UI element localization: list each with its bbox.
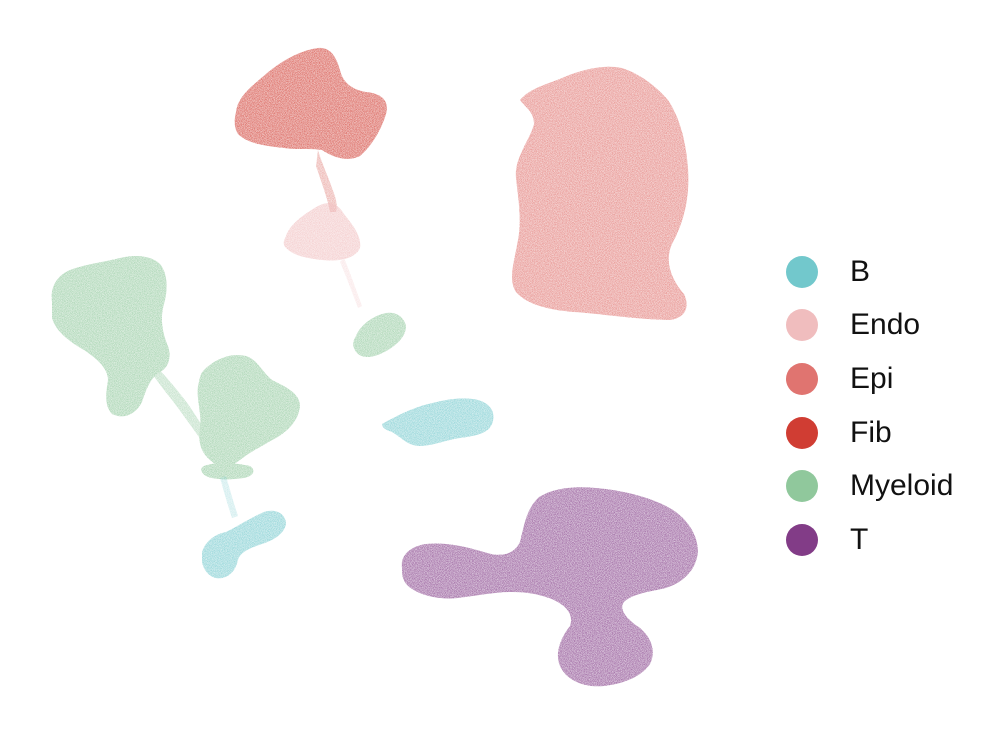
legend-swatch-epi bbox=[786, 362, 818, 395]
cluster-t bbox=[401, 487, 698, 687]
legend-swatch-fib bbox=[786, 416, 818, 449]
legend-label-b: B bbox=[850, 254, 871, 288]
b-blob-right bbox=[382, 398, 494, 446]
umap-plot-area bbox=[51, 47, 698, 687]
cluster-b bbox=[202, 398, 494, 579]
myeloid-bridge bbox=[146, 360, 210, 444]
cluster-fib bbox=[234, 47, 387, 212]
legend-item-b: B bbox=[786, 245, 991, 299]
legend-label-t: T bbox=[850, 522, 869, 556]
cluster-endo bbox=[283, 203, 362, 308]
b-blob-left bbox=[202, 510, 286, 579]
t-blob bbox=[401, 487, 698, 687]
legend-label-epi: Epi bbox=[850, 361, 894, 395]
legend-swatch-t bbox=[786, 523, 818, 556]
myeloid-blob-large bbox=[51, 256, 170, 417]
endo-blob bbox=[283, 203, 361, 261]
myeloid-blob-small bbox=[353, 312, 406, 357]
cluster-epi bbox=[512, 66, 689, 320]
fib-trail bbox=[316, 150, 337, 212]
legend-label-fib: Fib bbox=[850, 415, 892, 449]
legend: B Endo Epi Fib Myeloid T bbox=[786, 245, 991, 567]
myeloid-blob-mid bbox=[197, 354, 300, 466]
legend-swatch-endo bbox=[786, 309, 818, 342]
legend-item-epi: Epi bbox=[786, 352, 991, 406]
b-bridge bbox=[220, 476, 238, 518]
legend-item-t: T bbox=[786, 513, 991, 567]
legend-label-endo: Endo bbox=[850, 308, 921, 342]
legend-item-fib: Fib bbox=[786, 406, 991, 460]
endo-trail bbox=[340, 258, 362, 308]
umap-scatter bbox=[51, 47, 698, 687]
myeloid-tail bbox=[201, 463, 254, 480]
fib-blob-main bbox=[234, 47, 387, 159]
legend-swatch-myeloid bbox=[786, 470, 818, 503]
legend-swatch-b bbox=[786, 255, 818, 288]
cluster-myeloid bbox=[51, 256, 406, 480]
legend-label-myeloid: Myeloid bbox=[850, 469, 954, 503]
legend-item-endo: Endo bbox=[786, 299, 991, 353]
legend-item-myeloid: Myeloid bbox=[786, 459, 991, 513]
epi-blob bbox=[512, 66, 689, 320]
